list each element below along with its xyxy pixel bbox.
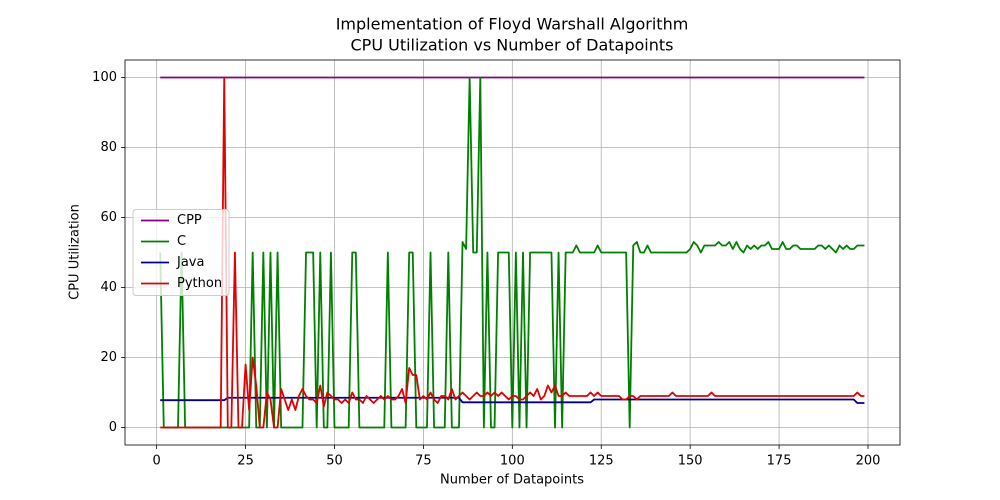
x-tick-label: 100 (500, 454, 525, 469)
x-tick-label: 25 (237, 454, 254, 469)
legend-label: Java (176, 255, 204, 270)
x-tick-label: 200 (856, 454, 881, 469)
x-tick-label: 50 (326, 454, 343, 469)
y-tick-label: 40 (100, 280, 117, 295)
chart-title: Implementation of Floyd Warshall Algorit… (336, 15, 689, 34)
y-tick-label: 100 (92, 70, 117, 85)
series-line (160, 76, 865, 429)
x-tick-label: 75 (415, 454, 432, 469)
y-tick-label: 80 (100, 140, 117, 155)
chart-subtitle: CPU Utilization vs Number of Datapoints (351, 36, 674, 55)
y-tick-label: 60 (100, 210, 117, 225)
legend-label: C (177, 234, 186, 249)
x-tick-label: 0 (153, 454, 161, 469)
y-axis-label: CPU Utilization (68, 204, 83, 300)
y-tick-label: 0 (109, 420, 117, 435)
series-line (159, 76, 865, 429)
x-tick-label: 125 (589, 454, 614, 469)
x-axis-label: Number of Datapoints (440, 473, 584, 488)
legend-label: Python (177, 276, 222, 291)
series-line (160, 396, 865, 404)
y-tick-label: 20 (100, 350, 117, 365)
x-tick-label: 150 (678, 454, 703, 469)
legend-box (132, 209, 230, 296)
legend-label: CPP (177, 213, 202, 228)
x-tick-label: 175 (767, 454, 792, 469)
plot-frame (124, 59, 901, 446)
